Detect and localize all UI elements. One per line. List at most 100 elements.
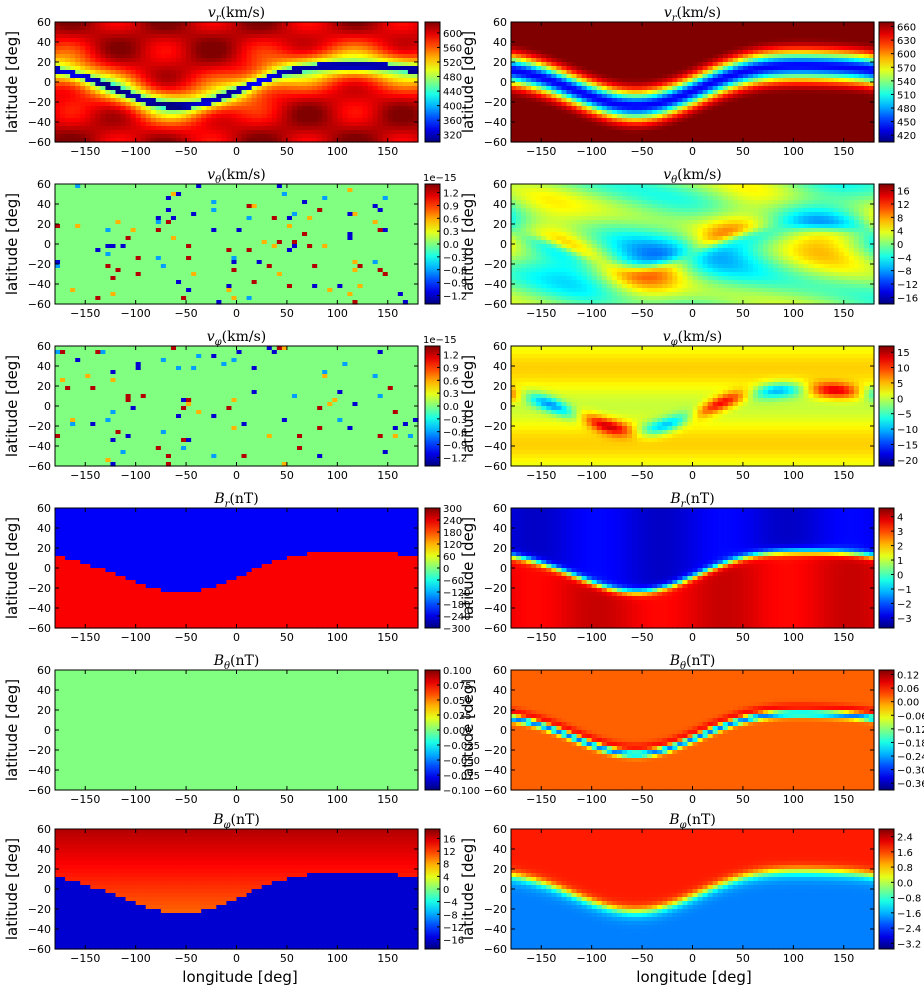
heatmap-cell bbox=[292, 22, 298, 27]
heatmap-cell bbox=[358, 134, 364, 139]
heatmap-cell bbox=[166, 90, 172, 95]
heatmap-cell bbox=[368, 66, 374, 71]
heatmap-cell bbox=[566, 26, 572, 31]
heatmap-cell bbox=[748, 78, 754, 83]
heatmap-cell bbox=[753, 30, 759, 35]
heatmap-cell bbox=[237, 106, 243, 111]
heatmap-cell bbox=[65, 126, 71, 131]
heatmap-cell bbox=[358, 22, 364, 27]
heatmap-cell bbox=[121, 86, 127, 91]
heatmap-cell bbox=[75, 192, 81, 197]
heatmap-cell bbox=[211, 38, 217, 43]
heatmap-cell bbox=[146, 82, 152, 87]
heatmap-cell bbox=[577, 110, 583, 115]
heatmap-cell bbox=[824, 122, 830, 127]
heatmap-cell bbox=[768, 90, 774, 95]
heatmap-cell bbox=[100, 110, 106, 115]
heatmap-cell bbox=[65, 78, 71, 83]
heatmap-cell bbox=[307, 94, 313, 99]
heatmap-cell bbox=[647, 102, 653, 107]
heatmap-cell bbox=[105, 196, 111, 201]
heatmap-cell bbox=[859, 50, 865, 55]
heatmap-cell bbox=[363, 74, 369, 79]
heatmap-cell bbox=[849, 34, 855, 39]
heatmap-cell bbox=[216, 94, 222, 99]
heatmap-cell bbox=[116, 38, 122, 43]
heatmap-cell bbox=[839, 62, 845, 67]
heatmap-cell bbox=[146, 30, 152, 35]
heatmap-cell bbox=[277, 90, 283, 95]
heatmap-cell bbox=[768, 70, 774, 75]
heatmap-cell bbox=[216, 50, 222, 55]
heatmap-cell bbox=[622, 134, 628, 139]
heatmap-cell bbox=[272, 82, 278, 87]
heatmap-cell bbox=[541, 94, 547, 99]
heatmap-cell bbox=[126, 192, 132, 197]
heatmap-cell bbox=[161, 196, 167, 201]
heatmap-cell bbox=[121, 200, 127, 205]
heatmap-cell bbox=[388, 74, 394, 79]
heatmap-cell bbox=[551, 130, 557, 135]
heatmap-cell bbox=[337, 42, 343, 47]
heatmap-cell bbox=[768, 74, 774, 79]
y-tick-label: 0 bbox=[44, 76, 51, 89]
heatmap-cell bbox=[166, 70, 172, 75]
heatmap-cell bbox=[728, 98, 734, 103]
heatmap-cell bbox=[829, 58, 835, 63]
heatmap-cell bbox=[277, 30, 283, 35]
heatmap-cell bbox=[211, 62, 217, 67]
heatmap-cell bbox=[206, 114, 212, 119]
heatmap-cell bbox=[814, 130, 820, 135]
heatmap-cell bbox=[237, 58, 243, 63]
heatmap-cell bbox=[347, 26, 353, 31]
heatmap-cell bbox=[75, 102, 81, 107]
heatmap-cell bbox=[526, 102, 532, 107]
heatmap-cell bbox=[408, 122, 414, 127]
heatmap-cell bbox=[516, 22, 522, 27]
heatmap-cell bbox=[819, 98, 825, 103]
heatmap-cell bbox=[824, 118, 830, 123]
heatmap-cell bbox=[277, 118, 283, 123]
heatmap-cell bbox=[196, 114, 202, 119]
heatmap-cell bbox=[282, 26, 288, 31]
heatmap-cell bbox=[783, 118, 789, 123]
heatmap-cell bbox=[728, 26, 734, 31]
heatmap-cell bbox=[398, 126, 404, 131]
heatmap-cell bbox=[383, 122, 389, 127]
heatmap-cell bbox=[383, 106, 389, 111]
heatmap-cell bbox=[191, 86, 197, 91]
heatmap-cell bbox=[378, 34, 384, 39]
heatmap-cell bbox=[146, 118, 152, 123]
heatmap-cell bbox=[572, 134, 578, 139]
heatmap-cell bbox=[602, 86, 608, 91]
heatmap-cell bbox=[116, 86, 122, 91]
heatmap-cell bbox=[617, 130, 623, 135]
heatmap-cell bbox=[652, 82, 658, 87]
heatmap-cell bbox=[536, 46, 542, 51]
heatmap-cell bbox=[824, 30, 830, 35]
heatmap-cell bbox=[834, 98, 840, 103]
heatmap-cell bbox=[373, 122, 379, 127]
heatmap-cell bbox=[819, 46, 825, 51]
heatmap-cell bbox=[521, 114, 527, 119]
heatmap-cell bbox=[521, 74, 527, 79]
heatmap-cell bbox=[864, 34, 870, 39]
heatmap-cell bbox=[136, 134, 142, 139]
heatmap-cell bbox=[151, 192, 157, 197]
heatmap-cell bbox=[657, 74, 663, 79]
heatmap-cell bbox=[383, 192, 389, 197]
heatmap-cell bbox=[403, 90, 409, 95]
heatmap-cell bbox=[257, 134, 263, 139]
heatmap-cell bbox=[693, 26, 699, 31]
heatmap-cell bbox=[156, 74, 162, 79]
heatmap-cell bbox=[829, 98, 835, 103]
heatmap-cell bbox=[267, 62, 273, 67]
heatmap-cell bbox=[622, 90, 628, 95]
heatmap-cell bbox=[592, 78, 598, 83]
heatmap-cell bbox=[121, 30, 127, 35]
heatmap-cell bbox=[287, 188, 293, 193]
heatmap-cell bbox=[808, 106, 814, 111]
heatmap-cell bbox=[612, 78, 618, 83]
heatmap-cell bbox=[146, 34, 152, 39]
heatmap-cell bbox=[196, 66, 202, 71]
